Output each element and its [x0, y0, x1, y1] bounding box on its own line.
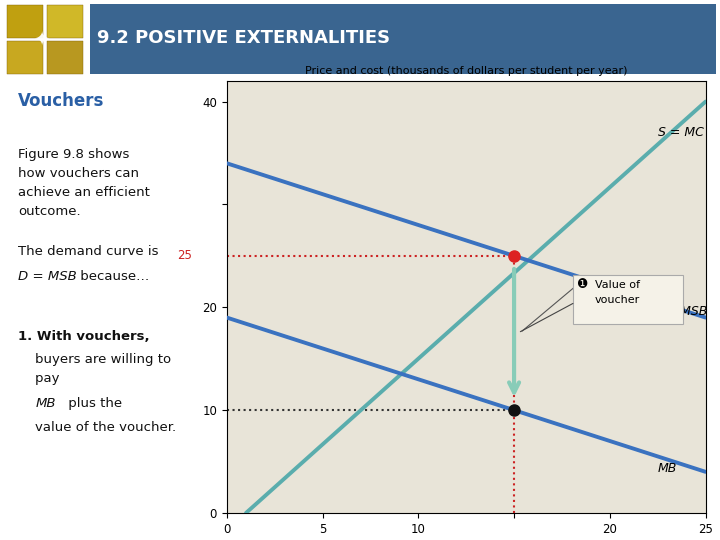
Text: MB: MB [658, 462, 677, 475]
FancyBboxPatch shape [47, 5, 83, 38]
Text: MB: MB [35, 397, 55, 410]
Text: Figure 9.8 shows
how vouchers can
achieve an efficient
outcome.: Figure 9.8 shows how vouchers can achiev… [18, 147, 150, 218]
Text: 1. With vouchers,: 1. With vouchers, [18, 330, 150, 343]
Text: plus the: plus the [65, 397, 122, 410]
FancyBboxPatch shape [573, 275, 683, 324]
Text: Vouchers: Vouchers [18, 92, 104, 110]
Title: Price and cost (thousands of dollars per student per year): Price and cost (thousands of dollars per… [305, 66, 627, 76]
FancyBboxPatch shape [7, 42, 43, 75]
Text: The demand curve is: The demand curve is [18, 245, 158, 276]
Text: D = MSB: D = MSB [18, 270, 77, 283]
Text: D = MSB: D = MSB [652, 306, 707, 319]
Text: S = MC: S = MC [658, 126, 703, 139]
Text: ❶: ❶ [577, 278, 588, 291]
Text: 9.2 POSITIVE EXTERNALITIES: 9.2 POSITIVE EXTERNALITIES [97, 29, 390, 46]
FancyBboxPatch shape [47, 42, 83, 75]
FancyBboxPatch shape [7, 5, 43, 38]
Text: voucher: voucher [595, 295, 640, 305]
FancyBboxPatch shape [90, 4, 716, 75]
Text: 25: 25 [177, 249, 192, 262]
Text: ✦: ✦ [34, 30, 50, 49]
Text: buyers are willing to
pay: buyers are willing to pay [35, 353, 171, 385]
Text: because…: because… [76, 270, 150, 283]
Text: value of the voucher.: value of the voucher. [35, 421, 176, 434]
Text: Value of: Value of [595, 280, 639, 289]
